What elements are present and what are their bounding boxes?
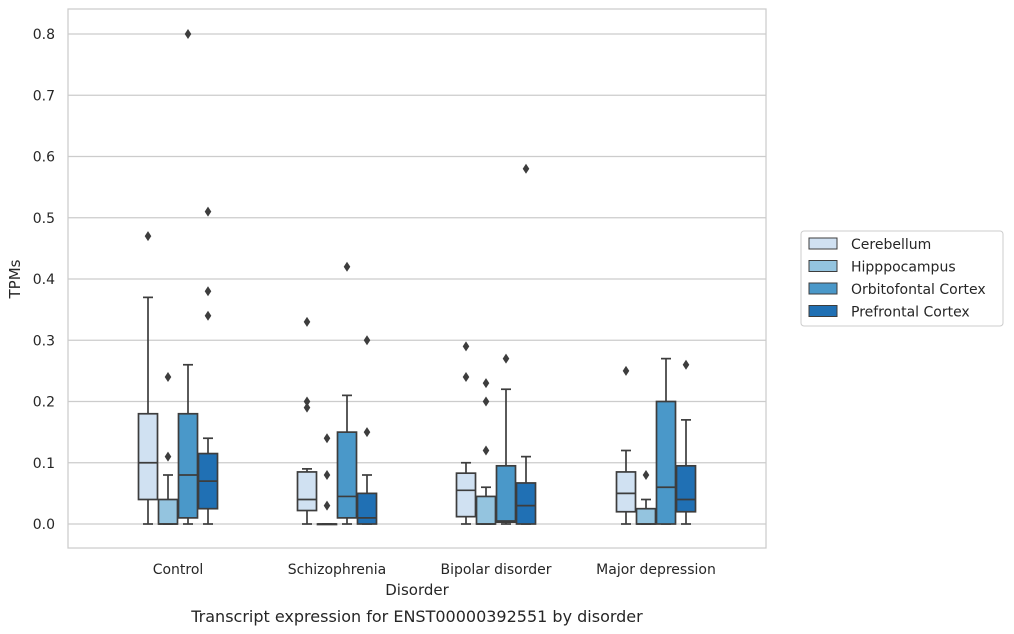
y-tick-label-6: 0.6 [33, 150, 55, 166]
outlier-point-1 [164, 451, 172, 462]
outlier-point-2 [482, 445, 490, 456]
outlier-point-0 [323, 433, 331, 444]
box-group-3-0 [197, 206, 219, 525]
outlier-point-1 [462, 372, 470, 382]
box-group-1-1 [316, 433, 338, 526]
legend-label-3: Prefrontal Cortex [851, 305, 970, 321]
outlier-point-0 [204, 206, 212, 217]
outlier-point-0 [642, 470, 650, 480]
box-group-2-0 [177, 29, 199, 525]
y-tick-label-5: 0.5 [33, 211, 55, 227]
outlier-point-1 [303, 396, 311, 407]
box-iqr [157, 498, 179, 525]
box-group-2-1 [336, 261, 358, 525]
box-iqr [495, 464, 517, 524]
legend-swatch-1 [808, 260, 838, 272]
chart-caption: Transcript expression for ENST0000039255… [190, 607, 643, 626]
outlier-point-0 [502, 353, 510, 364]
outlier-point-1 [323, 470, 331, 480]
box-group-0-0 [137, 231, 159, 525]
outlier-point-0 [622, 365, 630, 376]
outlier-point-0 [343, 261, 351, 272]
y-tick-label-1: 0.1 [33, 456, 55, 472]
outlier-point-0 [184, 29, 192, 39]
y-axis-label: TPMs [6, 259, 24, 299]
box-group-0-1 [296, 316, 318, 525]
box-iqr [675, 464, 697, 513]
box-iqr [455, 472, 477, 518]
outlier-point-0 [522, 163, 530, 174]
box-iqr [515, 482, 537, 525]
x-tick-label-1: Schizophrenia [288, 562, 386, 578]
x-tick-label-2: Bipolar disorder [440, 562, 551, 578]
outlier-point-0 [462, 341, 470, 352]
x-tick-label-0: Control [153, 562, 204, 578]
legend: Cerebellum Hipppocampus Orbitofontal Corte… [800, 230, 1004, 327]
box-iqr [137, 412, 159, 501]
legend-label-1: Hipppocampus [851, 260, 956, 276]
boxes [137, 29, 697, 526]
outlier-point-2 [323, 500, 331, 511]
box-group-0-3 [615, 365, 637, 525]
y-tick-label-4: 0.4 [33, 272, 55, 288]
box-group-1-3 [635, 470, 657, 525]
legend-swatch-2 [808, 282, 838, 295]
outlier-point-1 [363, 427, 371, 438]
y-tick-label-7: 0.7 [33, 88, 55, 104]
outlier-point-0 [303, 316, 311, 327]
y-tick-label-8: 0.8 [33, 27, 55, 43]
box-group-0-2 [455, 341, 477, 525]
box-iqr [635, 507, 657, 525]
x-axis-label: Disorder [385, 581, 449, 599]
box-iqr [655, 400, 677, 525]
legend-swatch-3 [808, 305, 838, 317]
y-tick-label-3: 0.3 [33, 333, 55, 349]
outlier-point-2 [204, 310, 212, 321]
x-tick-label-3: Major depression [596, 562, 716, 578]
box-iqr [615, 471, 637, 513]
box-iqr [177, 412, 199, 519]
outlier-point-1 [204, 286, 212, 297]
x-axis-ticks: Control Schizophrenia Bipolar disorder Majo… [153, 562, 716, 578]
box-iqr [296, 471, 318, 512]
legend-label-0: Cerebellum [851, 237, 931, 253]
box-group-3-3 [675, 359, 697, 525]
outlier-point-0 [164, 372, 172, 382]
box-iqr [356, 492, 378, 525]
outlier-point-2 [303, 402, 311, 413]
y-tick-label-2: 0.2 [33, 395, 55, 411]
legend-label-2: Orbitofontal Cortex [851, 282, 986, 298]
box-group-2-3 [655, 357, 677, 525]
box-iqr [336, 431, 358, 519]
box-group-1-2 [475, 378, 497, 525]
box-iqr [475, 495, 497, 525]
outlier-point-0 [144, 231, 152, 242]
outlier-point-0 [682, 359, 690, 370]
legend-frame [800, 230, 1004, 327]
y-tick-label-0: 0.0 [33, 517, 55, 533]
outlier-point-0 [482, 378, 490, 389]
y-axis-ticks: 0.0 0.1 0.2 0.3 0.4 0.5 0.6 0.7 0.8 [33, 27, 55, 533]
box-group-3-2 [515, 163, 537, 525]
legend-swatch-0 [808, 237, 838, 250]
outlier-point-1 [482, 396, 490, 407]
box-group-3-1 [356, 335, 378, 525]
box-group-1-0 [157, 372, 179, 525]
outlier-point-0 [363, 335, 371, 346]
box-group-2-2 [495, 353, 517, 525]
